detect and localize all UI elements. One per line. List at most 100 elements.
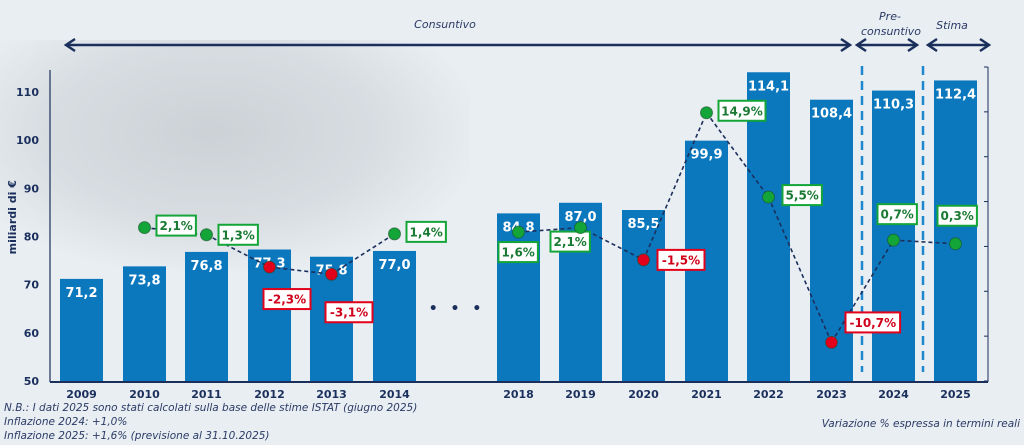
bar-value-label: 73,8 <box>128 273 160 288</box>
bar <box>60 278 103 381</box>
percent-label: 5,5% <box>786 189 819 203</box>
arrow-head-right <box>979 37 992 53</box>
percent-label-box <box>781 184 823 207</box>
y-tick-label: 110 <box>16 86 39 99</box>
x-tick-label: 2021 <box>691 388 722 401</box>
note-line: N.B.: I dati 2025 sono stati calcolati s… <box>4 402 418 414</box>
x-tick-label: 2010 <box>129 388 160 401</box>
x-tick-label: 2019 <box>565 388 596 401</box>
x-tick-label: 2018 <box>503 388 534 401</box>
bar <box>185 251 228 381</box>
percent-label-box <box>656 248 706 271</box>
gap-ellipsis: • • • <box>429 301 486 317</box>
line-point <box>263 260 276 274</box>
percent-label-box <box>936 204 978 227</box>
line-segment <box>518 226 581 233</box>
percent-label-box <box>155 214 197 237</box>
bar-value-label: 108,4 <box>811 107 852 122</box>
arrow-head-left <box>854 37 867 53</box>
footnote: Variazione % espressa in termini reali <box>821 418 1020 430</box>
line-segment <box>767 196 833 343</box>
y-tick-label: 100 <box>16 134 39 147</box>
bar <box>622 210 665 381</box>
x-tick-label: 2024 <box>878 388 909 401</box>
bar-value-label: 71,2 <box>65 286 97 301</box>
arrow-head-left <box>925 37 938 53</box>
line-point <box>887 233 900 247</box>
y-axis-label: miliardi di € <box>6 180 19 254</box>
percent-label: 2,1% <box>554 235 587 249</box>
bar-value-label: 85,5 <box>627 217 659 232</box>
line-point <box>512 225 525 239</box>
bar-value-label: 110,3 <box>873 98 914 113</box>
line-point <box>388 227 401 241</box>
percent-label: -3,1% <box>330 306 368 320</box>
period-annotations: Consuntivo Pre-consuntivo Stima <box>63 10 992 372</box>
line-segment <box>331 233 395 275</box>
x-tick-label: 2012 <box>254 388 285 401</box>
percent-label-box <box>844 311 902 334</box>
arrow-head-right <box>840 37 853 53</box>
bar <box>123 266 166 381</box>
period-label-stima: Stima <box>936 19 968 32</box>
percent-label-box <box>217 223 259 246</box>
bar-value-label: 114,1 <box>748 79 789 94</box>
arrow-head-left <box>63 37 76 53</box>
y-tick-label: 70 <box>24 279 40 292</box>
note-line: Inflazione 2025: +1,6% (previsione al 31… <box>4 430 270 442</box>
bar-value-label: 99,9 <box>690 148 722 163</box>
bar-value-label: 112,4 <box>935 87 976 102</box>
percent-label: 1,6% <box>502 246 535 260</box>
percent-label-box <box>549 230 591 253</box>
line-segment <box>580 226 644 261</box>
x-tick-label: 2013 <box>316 388 347 401</box>
bar <box>810 99 853 381</box>
line-segment <box>830 239 895 343</box>
line-point <box>637 253 650 267</box>
x-tick-label: 2014 <box>379 388 410 401</box>
x-tick-label: 2020 <box>628 388 659 401</box>
line-point <box>574 221 587 235</box>
variation-line: 2,1% 1,3% -2,3% -3,1% 1,4% 1,6% 2,1% -1,5% 14,9%… <box>138 99 978 349</box>
percent-label: -10,7% <box>849 316 896 330</box>
percent-label-box <box>497 241 539 264</box>
period-label-preconsuntivo: Pre- <box>879 10 901 23</box>
y-tick-label: 90 <box>24 182 40 195</box>
bar <box>747 72 790 382</box>
percent-label-box <box>876 203 918 226</box>
bar <box>934 80 977 381</box>
x-axis-labels: 2009 2010 2011 2012 2013 2014 2018 2019 2020 2021… <box>66 388 971 401</box>
x-tick-label: 2011 <box>191 388 222 401</box>
bar-value-label: 87,0 <box>564 210 596 225</box>
line-segment <box>269 266 332 276</box>
axes: 50 60 70 80 90 100 110 miliardi di € <box>6 66 989 388</box>
percent-label: 2,1% <box>160 219 193 233</box>
line-point <box>200 228 213 242</box>
line-point <box>825 335 838 349</box>
line-segment <box>206 234 270 268</box>
y-tick-label: 50 <box>24 375 40 388</box>
line-point <box>700 106 713 120</box>
percent-label: -2,3% <box>268 293 306 307</box>
x-tick-label: 2009 <box>66 388 97 401</box>
x-tick-label: 2023 <box>816 388 847 401</box>
line-point <box>762 190 775 204</box>
percent-label: 1,3% <box>222 228 255 242</box>
percent-label: -1,5% <box>662 253 700 267</box>
percent-label: 1,4% <box>410 225 443 239</box>
line-segment <box>642 112 708 261</box>
line-segment <box>705 112 770 198</box>
percent-label-box <box>324 301 374 324</box>
period-label-consuntivo: Consuntivo <box>414 18 476 31</box>
percent-label-box <box>405 220 447 243</box>
line-point <box>325 267 338 281</box>
percent-label: 0,3% <box>941 209 974 223</box>
x-tick-label: 2022 <box>753 388 784 401</box>
percent-label-box <box>717 99 767 122</box>
y-tick-label: 80 <box>24 231 40 244</box>
notes: N.B.: I dati 2025 sono stati calcolati s… <box>4 401 417 443</box>
bar-value-label: 77,0 <box>378 258 410 273</box>
bar-value-label: 76,8 <box>190 259 222 274</box>
note-line: Inflazione 2024: +1,0% <box>4 416 128 428</box>
